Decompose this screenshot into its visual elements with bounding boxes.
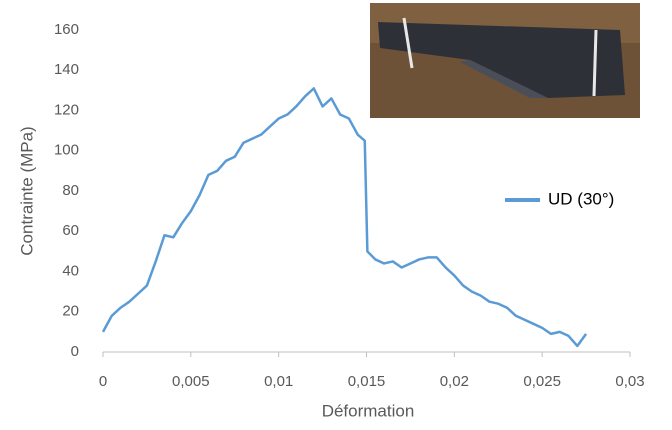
y-tick-label: 0 [71, 343, 79, 360]
x-tick-label: 0,005 [172, 373, 210, 390]
x-tick-label: 0,03 [615, 373, 644, 390]
x-tick-label: 0,015 [348, 373, 386, 390]
specimen-photo [370, 3, 640, 118]
y-axis-title: Contrainte (MPa) [17, 126, 36, 255]
y-tick-label: 140 [54, 61, 79, 78]
y-tick-label: 20 [62, 303, 79, 320]
data-line [101, 87, 588, 348]
y-tick-label: 80 [62, 182, 79, 199]
x-tick-label: 0,01 [264, 373, 293, 390]
y-tick-label: 120 [54, 101, 79, 118]
x-tick-label: 0 [99, 373, 107, 390]
legend-text: UD (30°) [548, 189, 614, 208]
x-axis-title: Déformation [322, 401, 415, 420]
y-tick-label: 160 [54, 21, 79, 38]
y-tick-label: 100 [54, 142, 79, 159]
y-tick-label: 60 [62, 222, 79, 239]
y-tick-label: 40 [62, 262, 79, 279]
x-tick-label: 0,02 [440, 373, 469, 390]
x-tick-label: 0,025 [523, 373, 561, 390]
